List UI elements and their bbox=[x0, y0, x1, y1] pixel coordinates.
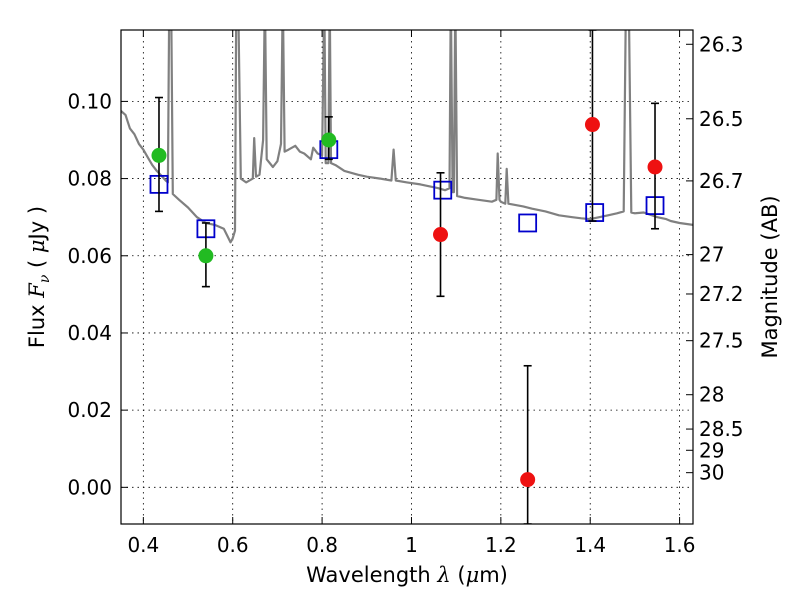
y-axis-ticks: 0.00 0.02 0.04 0.06 0.08 0.10 bbox=[67, 89, 128, 499]
model-band-square bbox=[433, 180, 453, 200]
x-tick-label: 0.8 bbox=[306, 533, 338, 557]
x-tick-label: 1.6 bbox=[664, 533, 696, 557]
y-tick-label: 0.00 bbox=[67, 475, 112, 499]
y2-tick-label: 27.5 bbox=[699, 329, 744, 353]
x-tick-label: 1 bbox=[405, 533, 418, 557]
plot-frame bbox=[120, 29, 694, 525]
x-axis-label: Wavelength λ (μm) bbox=[306, 563, 508, 587]
y2-tick-label: 26.3 bbox=[699, 32, 744, 56]
observed-point-green bbox=[321, 132, 337, 148]
x-tick-label: 0.4 bbox=[127, 533, 159, 557]
model-spectrum-line bbox=[121, 30, 693, 244]
y-tick-label: 0.04 bbox=[67, 321, 112, 345]
plot-background bbox=[121, 30, 693, 524]
y2-tick-label: 27 bbox=[699, 243, 724, 267]
observed-point-red bbox=[647, 159, 663, 175]
y2-tick-label: 29 bbox=[699, 438, 724, 462]
y-tick-label: 0.06 bbox=[67, 244, 112, 268]
observed-point-red bbox=[584, 117, 600, 133]
x-tick-label: 1.4 bbox=[574, 533, 606, 557]
observed-point-red bbox=[520, 472, 536, 488]
model-band-square bbox=[518, 213, 538, 233]
y-tick-label: 0.08 bbox=[67, 167, 112, 191]
y2-tick-label: 28.5 bbox=[699, 417, 744, 441]
y-tick-label: 0.10 bbox=[67, 89, 112, 113]
x-tick-label: 1.2 bbox=[485, 533, 517, 557]
x-tick-label: 0.6 bbox=[217, 533, 249, 557]
y-tick-label: 0.02 bbox=[67, 398, 112, 422]
data-layer bbox=[121, 30, 693, 524]
y2-tick-label: 26.7 bbox=[699, 169, 744, 193]
y-axis-label: Flux Fν ( μJy ) bbox=[25, 206, 53, 348]
y2-tick-label: 28 bbox=[699, 383, 724, 407]
grid-lines bbox=[121, 30, 693, 524]
y2-tick-label: 30 bbox=[699, 461, 724, 485]
y2-tick-label: 26.5 bbox=[699, 107, 744, 131]
x-axis-ticks: 0.4 0.6 0.8 1 1.2 1.4 1.6 bbox=[127, 30, 696, 557]
observed-point-green bbox=[151, 147, 167, 163]
y2-axis-label: Magnitude (AB) bbox=[758, 195, 782, 358]
observed-point-red bbox=[433, 227, 449, 243]
observed-point-green bbox=[198, 248, 214, 264]
y2-tick-label: 27.2 bbox=[699, 282, 744, 306]
